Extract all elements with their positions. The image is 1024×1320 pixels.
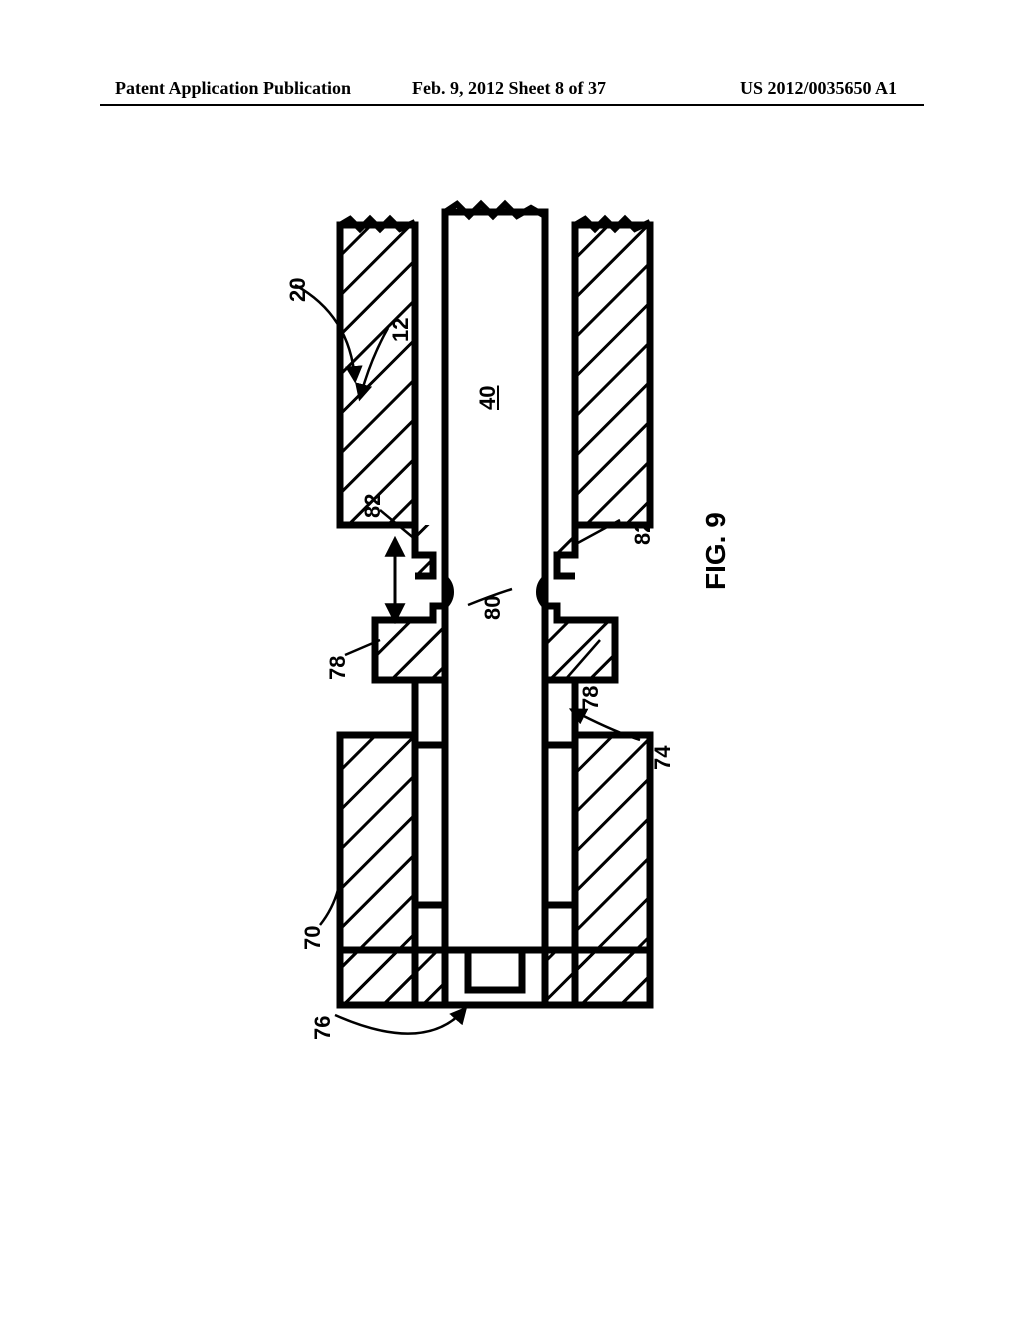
page: Patent Application Publication Feb. 9, 2… <box>0 0 1024 1320</box>
ref-12: 12 <box>388 318 414 342</box>
ref-70: 70 <box>300 926 326 950</box>
ref-82-b: 82 <box>630 521 656 545</box>
ref-76: 76 <box>310 1016 336 1040</box>
figure-9: 20 12 40 82 82 80 78 78 70 74 76 FIG. 9 <box>0 0 1024 1320</box>
figure-caption: FIG. 9 <box>700 512 732 590</box>
ref-80: 80 <box>480 596 506 620</box>
ref-40: 40 <box>475 386 501 410</box>
ref-82-a: 82 <box>360 494 386 518</box>
ref-74: 74 <box>650 746 676 770</box>
ref-78-b: 78 <box>578 686 604 710</box>
cross-section-drawing <box>0 0 1024 1320</box>
ref-78-a: 78 <box>325 656 351 680</box>
ref-20: 20 <box>285 278 311 302</box>
